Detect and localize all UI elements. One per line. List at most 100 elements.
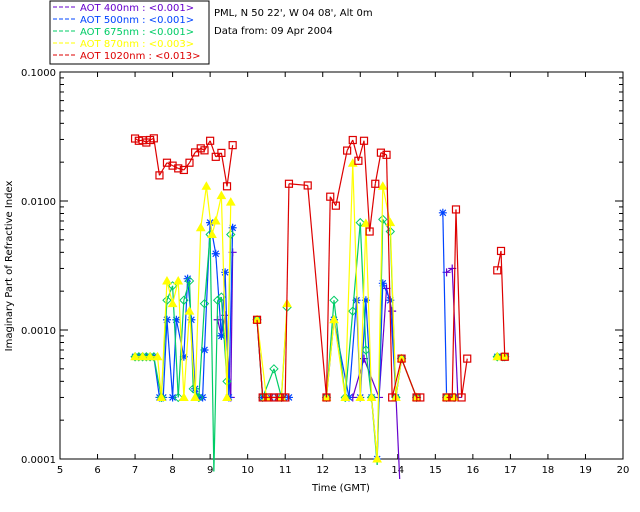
data-point — [130, 351, 140, 361]
series-line-segment — [156, 356, 162, 398]
series-line-segment — [226, 145, 234, 187]
series-line-segment — [365, 349, 373, 398]
data-point — [457, 393, 466, 402]
series-line-segment — [376, 186, 384, 460]
data-point — [179, 295, 189, 305]
series-line-segment — [382, 186, 391, 223]
series-line-segment — [153, 356, 162, 398]
series-line-segment — [228, 227, 234, 398]
series-line-segment — [461, 358, 468, 398]
data-point — [137, 352, 148, 362]
series-line-segment — [363, 140, 371, 232]
data-point — [172, 315, 181, 324]
data-point — [331, 201, 340, 210]
data-point — [226, 229, 236, 240]
series-line-segment — [333, 319, 346, 398]
data-point — [222, 182, 232, 191]
data-point — [500, 352, 509, 361]
y-tick-label: 0.1000 — [21, 68, 56, 79]
y-tick-label: 0.0010 — [21, 326, 56, 337]
data-point — [162, 295, 172, 305]
data-point — [372, 453, 383, 463]
series-line-segment — [194, 227, 202, 398]
series-line-segment — [307, 185, 328, 398]
legend-item-675nm: AOT 675nm : <0.001> — [53, 27, 194, 38]
data-point — [264, 393, 273, 402]
x-tick-label: 5 — [57, 465, 63, 476]
series-line-segment — [220, 152, 228, 187]
series-line-segment — [273, 368, 283, 398]
x-tick-label: 15 — [429, 465, 442, 476]
data-point — [168, 393, 177, 402]
y-axis-label: Imaginary Part of Refractive Index — [4, 181, 15, 352]
data-point — [228, 223, 237, 232]
series-line-segment — [335, 150, 348, 206]
plot-frame — [59, 71, 624, 460]
x-tick-label: 11 — [279, 465, 292, 476]
data-point — [388, 393, 397, 402]
series-line-segment — [344, 163, 354, 398]
series-line-segment — [209, 234, 215, 472]
data-point — [359, 136, 369, 145]
data-point — [448, 393, 457, 402]
data-point — [210, 215, 221, 225]
data-point — [326, 192, 335, 201]
data-point — [145, 352, 155, 362]
series-line-segment — [352, 163, 361, 398]
data-point — [397, 354, 406, 363]
series-line-segment — [380, 152, 387, 156]
series-0 — [213, 248, 462, 480]
series-line-segment — [183, 311, 191, 398]
data-point — [361, 296, 370, 305]
y-tick-label: 0.0100 — [21, 197, 56, 208]
series-line-segment — [389, 222, 397, 398]
series-line-segment — [284, 183, 290, 398]
series-line-segment — [344, 311, 354, 398]
data-point — [174, 164, 183, 173]
x-tick-label: 10 — [241, 465, 254, 476]
series-line-segment — [166, 319, 174, 398]
series-line-segment — [200, 186, 207, 228]
legend-label-675nm: AOT 675nm : <0.001> — [80, 27, 194, 38]
series-layer — [130, 134, 510, 480]
x-tick-label: 20 — [617, 465, 630, 476]
axis-ticks: 5 6 7 8 9 10 11 12 13 14 15 16 17 18 19 20 0.0001 0.0010 0… — [21, 68, 629, 476]
series-line-segment — [370, 397, 378, 460]
data-point — [145, 351, 155, 361]
data-point — [212, 295, 223, 305]
series-4 — [130, 134, 509, 402]
x-tick-label: 8 — [169, 465, 175, 476]
series-line-segment — [256, 319, 264, 398]
data-point — [365, 227, 374, 236]
legend-box — [49, 0, 210, 65]
data-point — [348, 306, 358, 316]
data-point — [352, 296, 361, 305]
series-line-segment — [190, 319, 196, 389]
x-tick-label: 17 — [504, 465, 517, 476]
data-point — [361, 218, 371, 227]
series-line-segment — [177, 280, 185, 398]
series-line-segment — [215, 152, 222, 158]
series-line-segment — [455, 209, 463, 398]
data-point — [207, 229, 217, 238]
series-line-segment — [215, 195, 222, 222]
legend-item-500nm: AOT 500nm : <0.001> — [53, 15, 194, 26]
data-point — [252, 315, 262, 324]
series-line-segment — [442, 212, 448, 398]
series-line-segment — [205, 186, 213, 235]
data-point — [206, 136, 215, 145]
series-line-segment — [385, 154, 393, 398]
data-point — [173, 275, 184, 285]
series-line-segment — [262, 368, 275, 398]
series-line-segment — [160, 280, 168, 398]
series-line-segment — [451, 268, 459, 398]
data-point — [137, 351, 148, 361]
site-info: PML, N 50 22', W 04 08', Alt 0m — [214, 8, 373, 19]
series-line-segment — [363, 358, 380, 398]
series-line-segment — [203, 234, 211, 304]
series-line-segment — [166, 162, 173, 167]
data-point — [162, 275, 172, 285]
data-point — [275, 393, 284, 402]
legend-item-870nm: AOT 870nm : <0.003> — [53, 39, 194, 50]
data-point — [493, 266, 502, 275]
